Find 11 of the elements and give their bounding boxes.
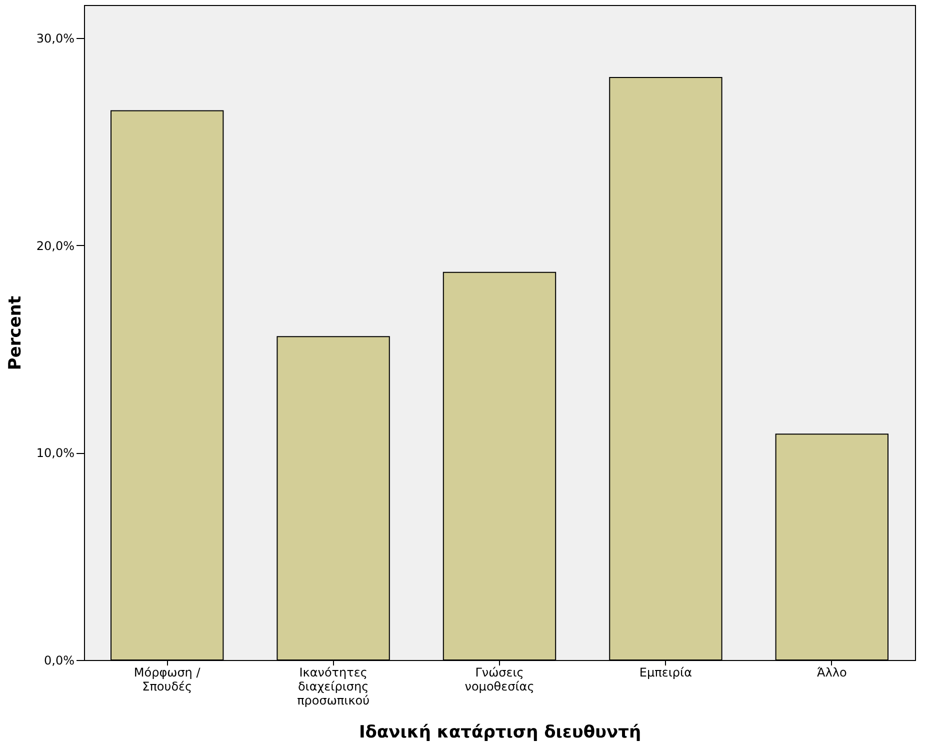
y-axis-title: Percent bbox=[5, 296, 26, 370]
y-tick-label: 20,0% bbox=[36, 238, 74, 253]
y-tick-label: 10,0% bbox=[36, 446, 74, 460]
y-tick-label: 30,0% bbox=[36, 32, 74, 46]
x-tick-label: Άλλο bbox=[816, 666, 847, 680]
x-tick-label: Ικανότητες διαχείρισης προσωπικού bbox=[297, 666, 370, 708]
x-tick-label: Εμπειρία bbox=[639, 666, 692, 680]
x-tick-label: Γνώσεις νομοθεσίας bbox=[464, 666, 534, 694]
x-tick-label: Μόρφωση / Σπουδές bbox=[134, 666, 202, 694]
y-tick-label: 0,0% bbox=[44, 654, 74, 668]
x-axis-title: Ιδανική κατάρτιση διευθυντή bbox=[358, 722, 642, 742]
